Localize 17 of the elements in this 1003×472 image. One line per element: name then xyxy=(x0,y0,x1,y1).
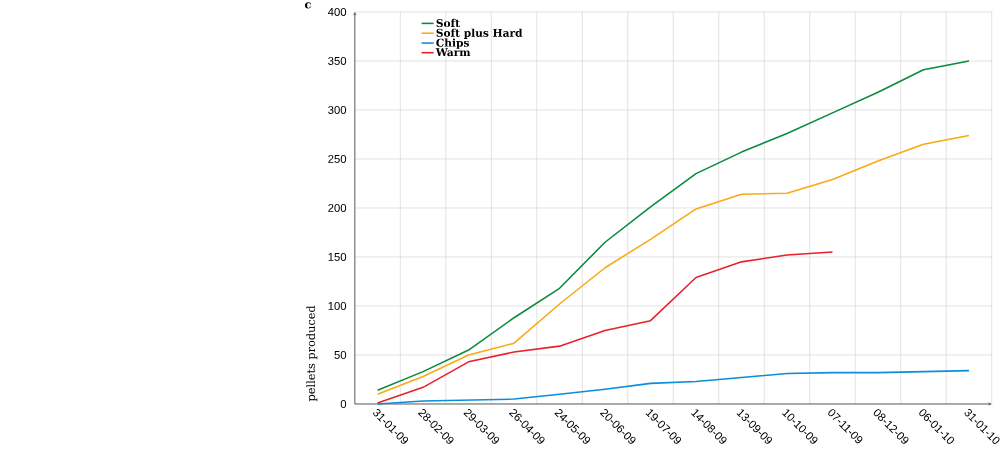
y-tick-label: 200 xyxy=(328,204,347,213)
y-tick-label: 100 xyxy=(328,302,347,311)
y-tick-label: 400 xyxy=(327,8,347,17)
y-axis-title: pellets produced xyxy=(306,305,318,402)
legend-label: Chips xyxy=(436,38,469,49)
line-series xyxy=(376,60,970,392)
y-tick-label: 150 xyxy=(328,253,347,262)
legend-label: Soft xyxy=(436,19,460,28)
line-series xyxy=(376,251,834,404)
y-tick-label: 250 xyxy=(328,155,347,164)
legend-label: Warm xyxy=(435,48,471,57)
y-tick-label: 50 xyxy=(334,351,347,360)
y-tick-label: 300 xyxy=(328,106,347,115)
line-series xyxy=(376,134,970,396)
chart-title: c xyxy=(304,2,311,9)
y-tick-label: 350 xyxy=(328,57,347,66)
y-tick-label: 0 xyxy=(340,400,347,409)
